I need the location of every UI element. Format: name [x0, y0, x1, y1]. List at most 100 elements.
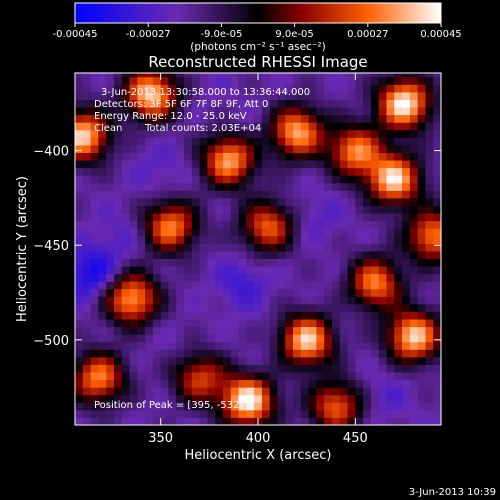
- heatmap-cell: [129, 372, 138, 381]
- heatmap-cell: [331, 76, 341, 85]
- heatmap-cell: [425, 288, 434, 297]
- heatmap-cell: [207, 326, 216, 335]
- heatmap-cell: [98, 296, 107, 305]
- heatmap-cell: [98, 137, 107, 146]
- heatmap-cell: [433, 303, 441, 312]
- heatmap-cell: [106, 99, 115, 108]
- heatmap-cell: [370, 99, 380, 108]
- heatmap-cell: [386, 273, 395, 282]
- heatmap-cell: [238, 349, 247, 358]
- heatmap-cell: [324, 99, 333, 108]
- heatmap-cell: [160, 334, 169, 343]
- heatmap-cell: [269, 266, 278, 275]
- heatmap-cell: [191, 76, 201, 85]
- heatmap-cell: [121, 167, 131, 176]
- heatmap-cell: [433, 281, 441, 290]
- heatmap-cell: [215, 319, 224, 328]
- heatmap-cell: [409, 303, 419, 312]
- heatmap-cell: [378, 182, 387, 191]
- heatmap-cell: [176, 144, 185, 153]
- heatmap-cell: [98, 144, 107, 153]
- heatmap-cell: [331, 349, 341, 358]
- heatmap-cell: [269, 190, 278, 199]
- heatmap-cell: [394, 122, 403, 131]
- heatmap-cell: [207, 334, 216, 343]
- heatmap-cell: [145, 220, 154, 229]
- heatmap-cell: [285, 129, 294, 138]
- heatmap-cell: [98, 250, 107, 259]
- heatmap-cell: [370, 250, 380, 259]
- heatmap-cell: [129, 107, 138, 116]
- heatmap-cell: [409, 349, 419, 358]
- heatmap-cell: [121, 349, 131, 358]
- heatmap-cell: [230, 137, 240, 146]
- heatmap-cell: [363, 387, 372, 396]
- heatmap-cell: [316, 76, 325, 85]
- heatmap-cell: [433, 197, 441, 206]
- heatmap-cell: [222, 228, 232, 237]
- heatmap-cell: [386, 175, 395, 184]
- heatmap-cell: [98, 205, 107, 214]
- heatmap-cell: [176, 197, 185, 206]
- heatmap-cell: [331, 235, 341, 244]
- heatmap-cell: [277, 205, 286, 214]
- heatmap-cell: [106, 288, 115, 297]
- heatmap-cell: [355, 334, 364, 343]
- heatmap-cell: [106, 281, 115, 290]
- heatmap-cell: [355, 258, 364, 267]
- heatmap-cell: [207, 99, 216, 108]
- heatmap-cell: [386, 372, 395, 381]
- heatmap-cell: [324, 243, 333, 252]
- heatmap-cell: [207, 379, 216, 388]
- heatmap-cell: [331, 220, 341, 229]
- heatmap-cell: [269, 76, 278, 85]
- heatmap-cell: [121, 197, 131, 206]
- heatmap-cell: [215, 107, 224, 116]
- heatmap-cell: [339, 394, 349, 403]
- heatmap-cell: [168, 167, 177, 176]
- heatmap-cell: [347, 107, 356, 116]
- heatmap-cell: [316, 372, 325, 381]
- heatmap-cell: [90, 379, 99, 388]
- heatmap-cell: [394, 190, 403, 199]
- heatmap-cell: [370, 417, 380, 425]
- heatmap-cell: [152, 341, 162, 350]
- heatmap-cell: [246, 197, 255, 206]
- heatmap-cell: [293, 182, 302, 191]
- heatmap-cell: [308, 152, 317, 161]
- heatmap-cell: [145, 91, 154, 100]
- heatmap-cell: [308, 197, 317, 206]
- heatmap-cell: [145, 417, 154, 425]
- annotation-peak: Position of Peak = [395, -532]: [94, 400, 243, 411]
- heatmap-cell: [106, 372, 115, 381]
- heatmap-cell: [433, 334, 441, 343]
- heatmap-cell: [316, 114, 325, 123]
- heatmap-cell: [417, 402, 426, 411]
- heatmap-cell: [82, 84, 92, 93]
- heatmap-cell: [168, 258, 177, 267]
- heatmap-cell: [370, 107, 380, 116]
- heatmap-cell: [331, 243, 341, 252]
- heatmap-cell: [417, 250, 426, 259]
- heatmap-cell: [386, 167, 395, 176]
- heatmap-cell: [324, 319, 333, 328]
- heatmap-cell: [90, 73, 99, 78]
- heatmap-cell: [191, 341, 201, 350]
- heatmap-cell: [394, 281, 403, 290]
- heatmap-cell: [363, 91, 372, 100]
- heatmap-cell: [121, 99, 131, 108]
- heatmap-cell: [425, 281, 434, 290]
- heatmap-cell: [191, 228, 201, 237]
- heatmap-cell: [331, 114, 341, 123]
- heatmap-cell: [355, 281, 364, 290]
- heatmap-cell: [355, 91, 364, 100]
- heatmap-cell: [207, 137, 216, 146]
- heatmap-cell: [394, 394, 403, 403]
- heatmap-cell: [363, 213, 372, 222]
- heatmap-cell: [370, 326, 380, 335]
- heatmap-cell: [191, 107, 201, 116]
- heatmap-cell: [378, 190, 387, 199]
- heatmap-cell: [98, 122, 107, 131]
- heatmap-cell: [347, 99, 356, 108]
- heatmap-cell: [269, 281, 278, 290]
